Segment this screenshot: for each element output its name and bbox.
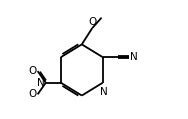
Text: O: O [28,89,36,99]
Text: O: O [28,66,36,76]
Text: N: N [130,52,138,62]
Text: O: O [89,17,97,27]
Text: N: N [37,78,45,88]
Text: N: N [100,87,108,97]
